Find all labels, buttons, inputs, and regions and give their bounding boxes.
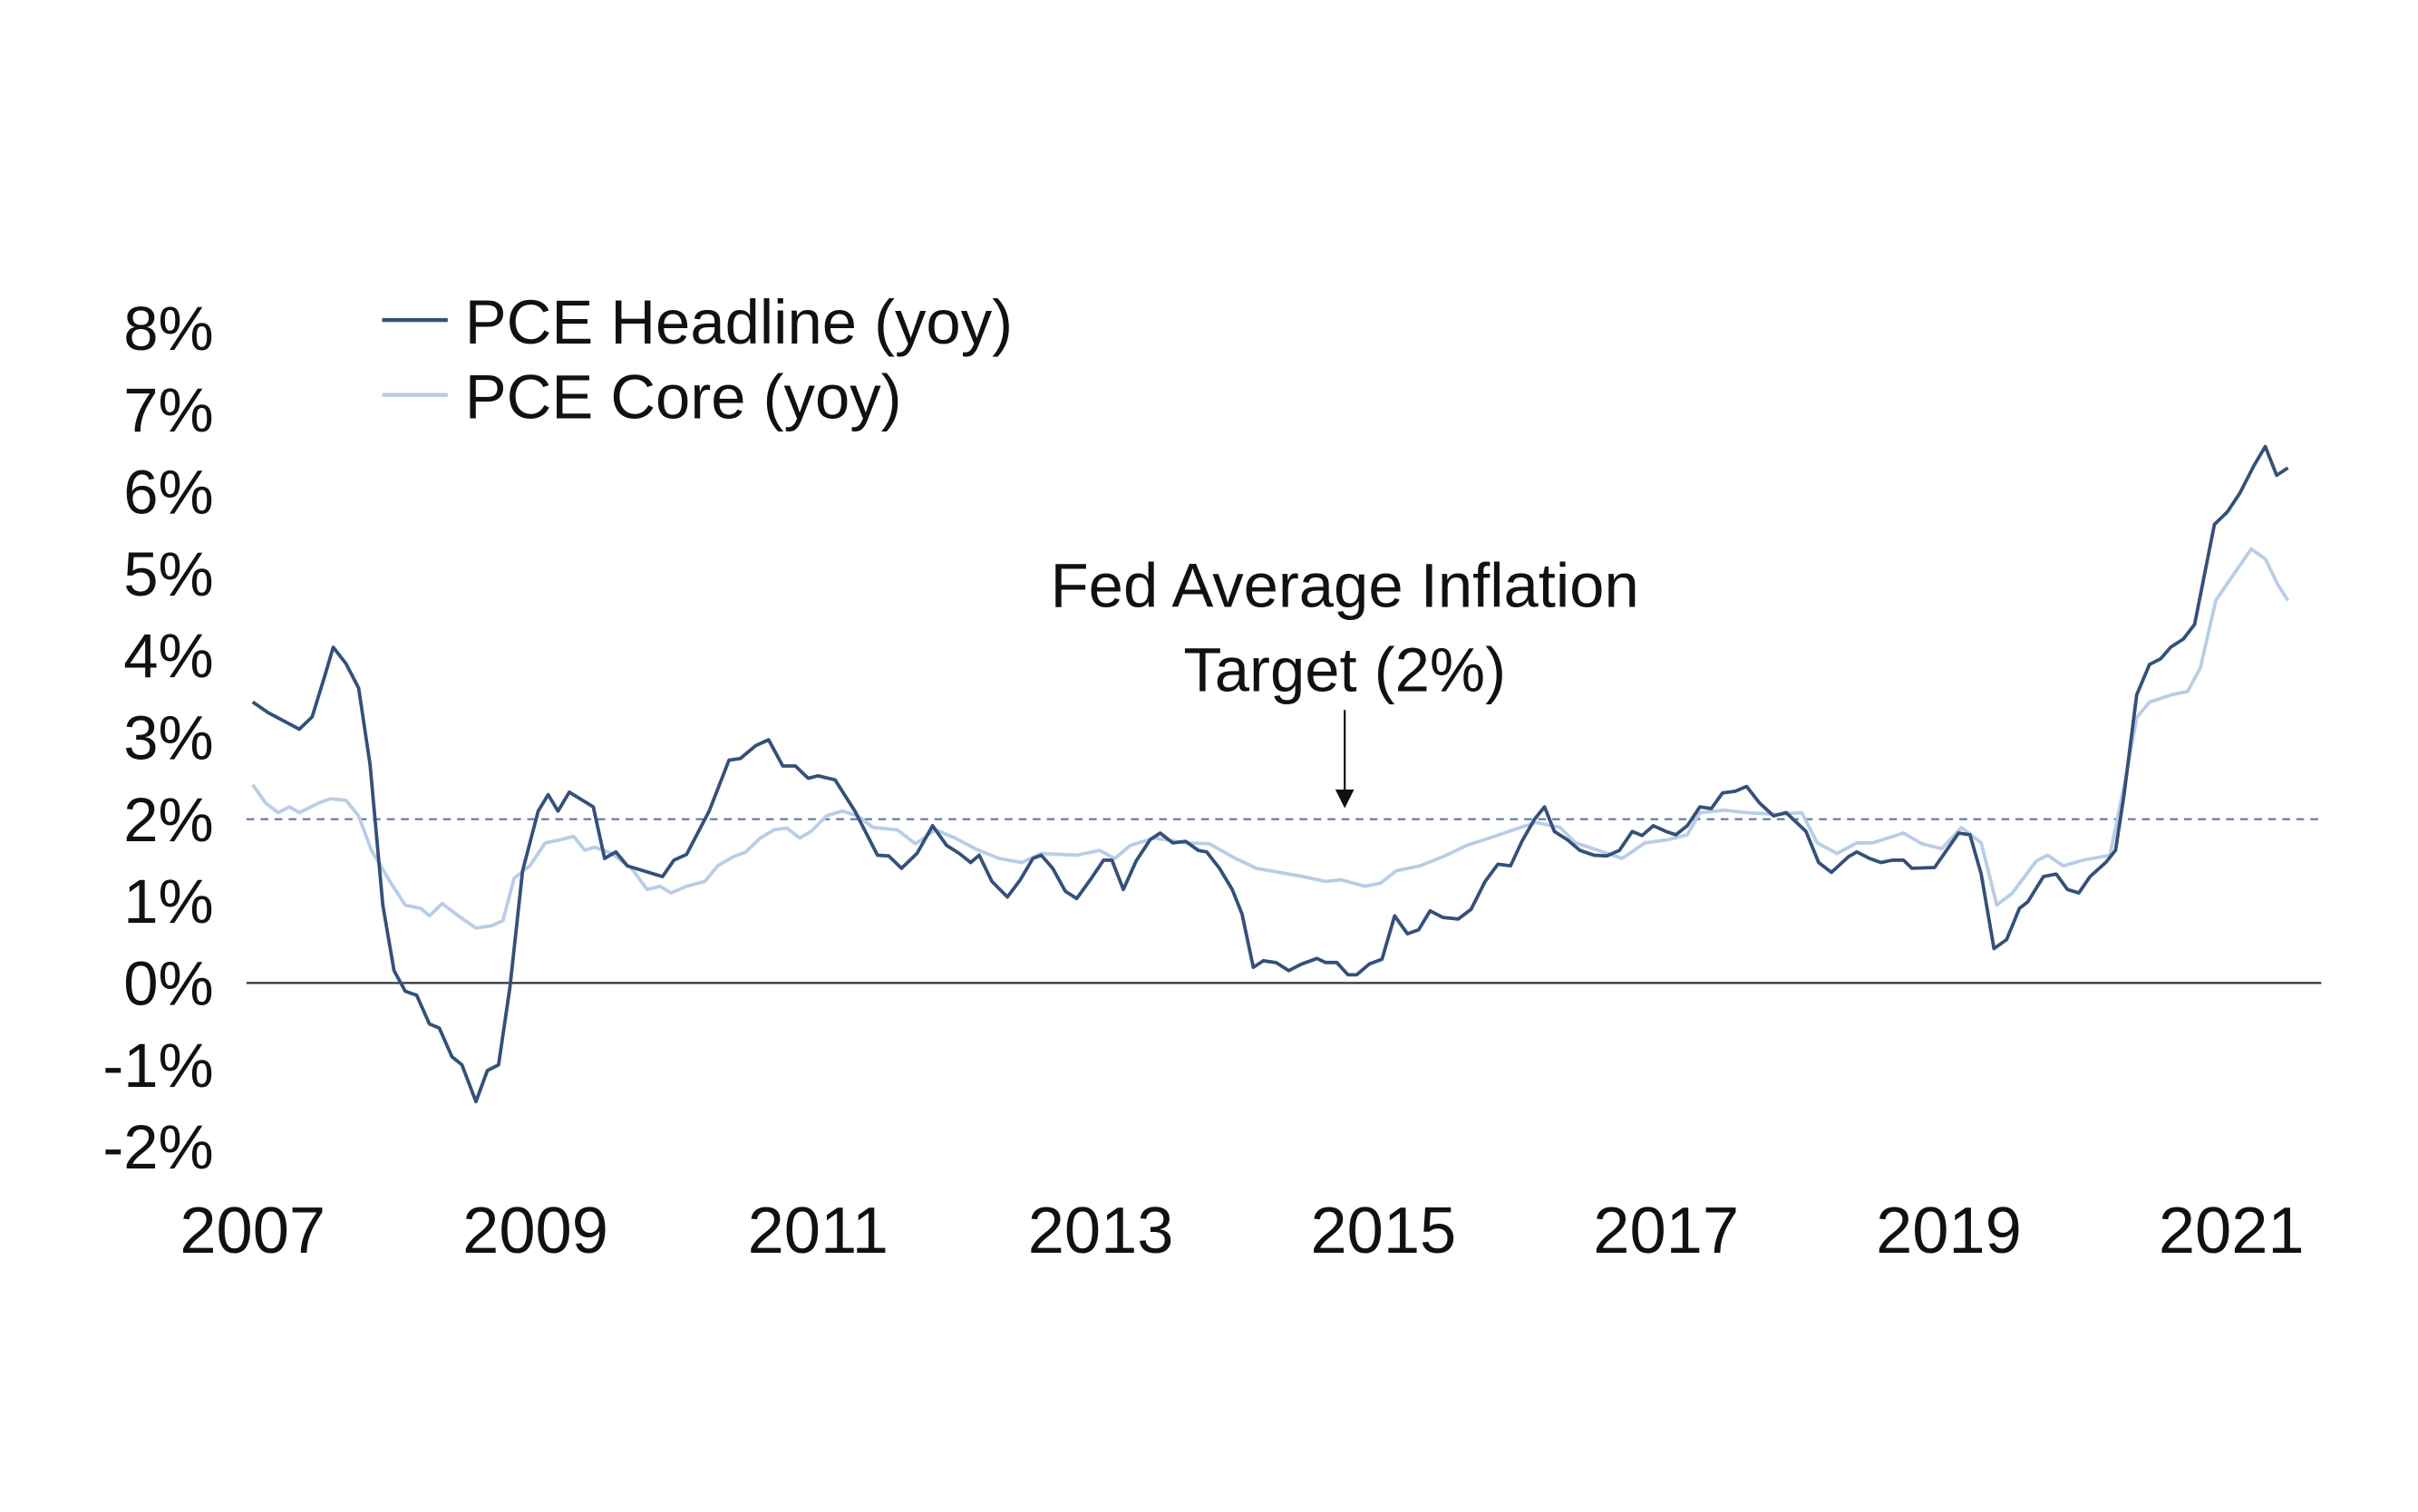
x-tick-label: 2015 bbox=[1311, 1195, 1457, 1267]
y-tick-label: 3% bbox=[123, 703, 213, 772]
legend-label-headline: PCE Headline (yoy) bbox=[465, 287, 1013, 357]
y-tick-label: 4% bbox=[123, 621, 213, 691]
target-annotation: Fed Average Inflation Target (2%) bbox=[1051, 551, 1639, 809]
y-tick-label: 1% bbox=[123, 867, 213, 936]
annotation-line-1: Fed Average Inflation bbox=[1051, 551, 1639, 621]
x-tick-label: 2007 bbox=[180, 1195, 325, 1267]
x-tick-label: 2009 bbox=[462, 1195, 608, 1267]
y-tick-label: 6% bbox=[123, 457, 213, 527]
y-tick-label: -1% bbox=[102, 1031, 213, 1100]
annotation-arrow-head-icon bbox=[1335, 789, 1355, 809]
y-tick-label: 5% bbox=[123, 539, 213, 609]
x-tick-label: 2011 bbox=[748, 1195, 889, 1267]
y-tick-label: 2% bbox=[123, 785, 213, 855]
legend: PCE Headline (yoy) PCE Core (yoy) bbox=[382, 287, 1013, 431]
x-tick-label: 2019 bbox=[1876, 1195, 2022, 1267]
x-tick-label: 2017 bbox=[1593, 1195, 1739, 1267]
y-tick-label: 8% bbox=[123, 294, 213, 363]
annotation-line-2: Target (2%) bbox=[1183, 635, 1506, 705]
y-tick-label: 0% bbox=[123, 948, 213, 1018]
series-layer bbox=[251, 444, 2290, 1104]
x-tick-label: 2021 bbox=[2159, 1195, 2305, 1267]
legend-label-core: PCE Core (yoy) bbox=[465, 362, 902, 431]
y-tick-label: -2% bbox=[102, 1112, 213, 1182]
y-axis-ticks: 8% 7% 6% 5% 4% 3% 2% 1% 0% -1% -2% bbox=[102, 294, 213, 1182]
y-tick-label: 7% bbox=[123, 375, 213, 445]
x-tick-label: 2013 bbox=[1028, 1195, 1174, 1267]
x-axis-ticks: 2007 2009 2011 2013 2015 2017 2019 2021 bbox=[180, 1195, 2304, 1267]
series-line-pce-headline bbox=[251, 444, 2289, 1104]
